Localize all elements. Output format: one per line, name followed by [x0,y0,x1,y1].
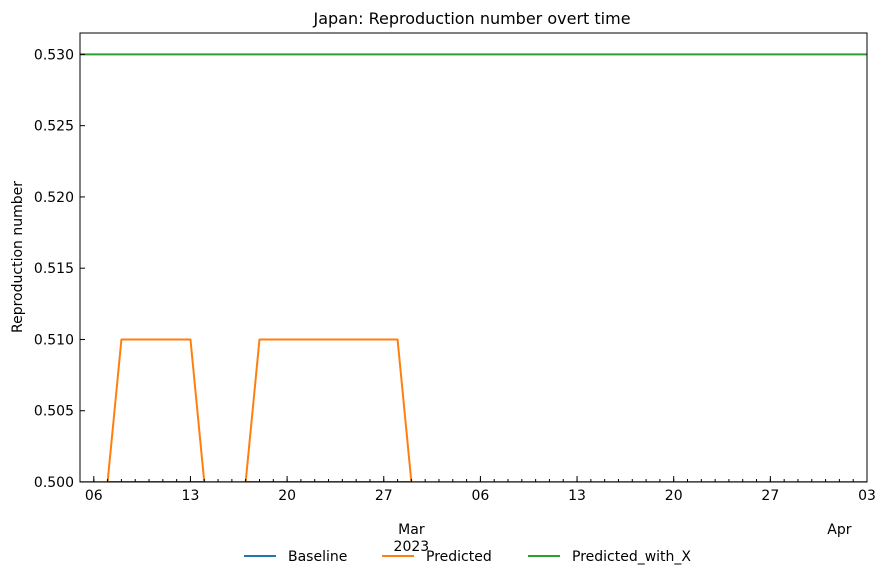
x-year-label: 2023 [394,539,430,555]
y-tick-label: 0.510 [34,332,74,348]
x-tick-label: 13 [568,488,586,504]
chart-title: Japan: Reproduction number overt time [312,9,630,28]
x-tick-label: 13 [182,488,200,504]
x-month-label: Apr [827,522,851,538]
plot-area [80,53,867,482]
legend-label: Predicted [426,549,492,565]
y-tick-label: 0.500 [34,475,74,491]
x-month-label: Mar [398,522,425,538]
x-tick-label: 06 [85,488,103,504]
legend-item: Predicted [382,549,492,565]
y-tick-label: 0.505 [34,404,74,420]
y-tick-label: 0.515 [34,261,74,277]
x-tick-label: 20 [665,488,683,504]
x-tick-label: 20 [278,488,296,504]
legend-label: Predicted_with_X [572,549,691,565]
y-tick-label: 0.530 [34,47,74,63]
x-tick-label: 06 [471,488,489,504]
y-axis-label: Reproduction number [10,181,26,333]
x-tick-label: 27 [761,488,779,504]
axes: 0.500 0.505 0.510 0.515 0.520 0.525 0.530 06 13 2… [34,32,876,555]
legend-item: Predicted_with_X [528,549,691,565]
legend: Baseline Predicted Predicted_with_X [244,549,691,565]
series-line-predicted [80,338,867,482]
x-tick-label: 03 [858,488,876,504]
y-tick-label: 0.520 [34,190,74,206]
legend-item: Baseline [244,549,347,565]
y-tick-label: 0.525 [34,119,74,135]
legend-label: Baseline [288,549,347,565]
x-tick-label: 27 [375,488,393,504]
axes-frame [79,32,868,483]
